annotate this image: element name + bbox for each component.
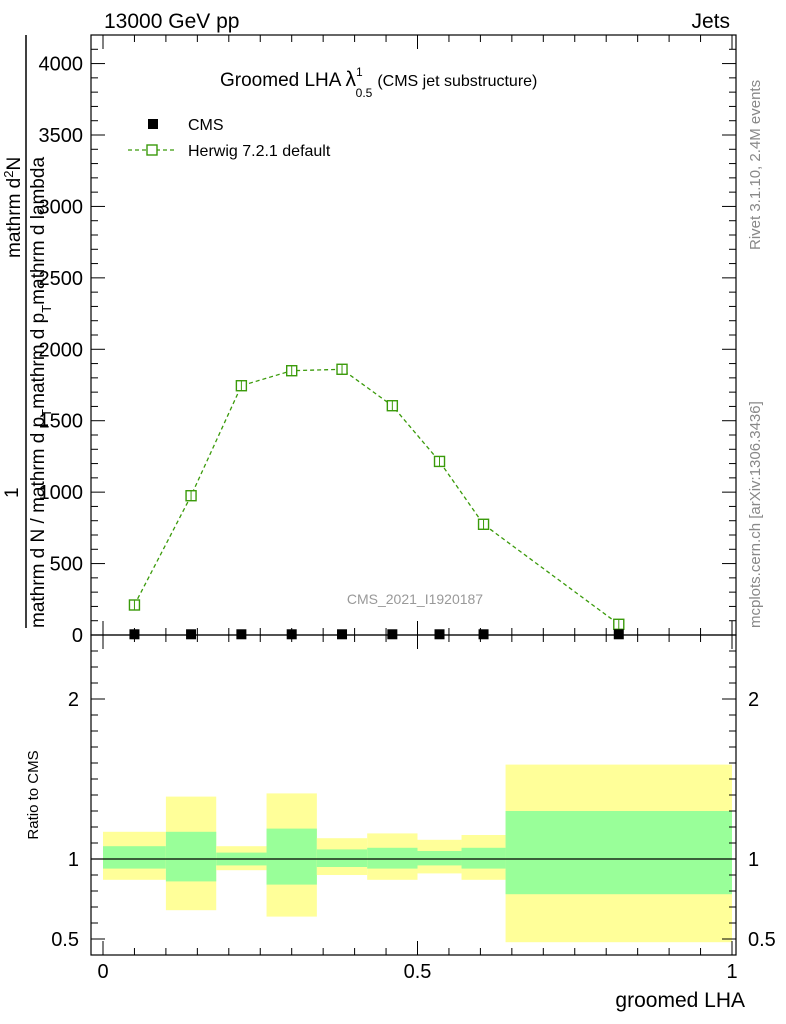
ratio-inner-band (165, 831, 217, 882)
ratio-plot: 0.5 0.51 12 2 0 0.5 1 Ratio to CMS groomed LH… (25, 634, 776, 1012)
ylabel-denominator: mathrm d N / mathrm d pTmathrm d pTmathr… (28, 157, 54, 628)
main-y-ticks: 0 500 1000 1500 2000 2500 3000 3500 4000 (39, 34, 736, 647)
cms-point (613, 629, 624, 640)
herwig-line (133, 368, 620, 625)
ratio-y-tick-label-left: 2 (68, 689, 79, 711)
ratio-xlabel: groomed LHA (615, 989, 745, 1012)
cms-point (478, 629, 489, 640)
cms-point (236, 629, 247, 640)
ratio-y-tick-label-right: 0.5 (748, 929, 776, 951)
ratio-inner-band (367, 847, 418, 869)
ratio-y-ticks: 0.5 0.5 1 1 2 2 (51, 650, 776, 951)
ylabel-numerator: mathrm d2N (1, 157, 25, 258)
ratio-inner-band (505, 811, 732, 895)
ratio-inner-band (316, 849, 368, 867)
cms-point (286, 629, 297, 640)
cms-point (186, 629, 197, 640)
y-tick-label: 2000 (39, 339, 84, 361)
ratio-inner-band (461, 847, 506, 869)
main-plot: Groomed LHA λ1 0.5(CMS jet substructure) C… (39, 34, 737, 647)
ratio-inner-band (266, 828, 317, 885)
ratio-y-tick-label-left: 0.5 (51, 929, 79, 951)
ratio-bands (103, 764, 732, 943)
y-tick-label: 3500 (39, 125, 84, 147)
y-tick-label: 1000 (39, 482, 84, 504)
y-tick-label: 4000 (39, 54, 84, 76)
ratio-inner-band (417, 851, 462, 866)
ylabel-lead: 1 (2, 487, 23, 498)
main-ylabel: mathrm d2N 1 mathrm d N / mathrm d pTmat… (1, 35, 54, 628)
main-series (128, 363, 625, 640)
energy-label: 13000 GeV pp (104, 10, 239, 33)
y-tick-label: 2500 (39, 268, 84, 290)
process-label: Jets (691, 10, 730, 33)
legend-herwig-label: Herwig 7.2.1 default (188, 143, 331, 160)
legend-herwig-marker (146, 144, 158, 156)
analysis-watermark: CMS_2021_I1920187 (347, 591, 483, 607)
legend: CMS Herwig 7.2.1 default (128, 117, 331, 160)
cms-point (387, 629, 398, 640)
y-tick-label: 0 (72, 625, 83, 647)
x-tick-label: 0.5 (404, 961, 432, 983)
y-tick-label: 3000 (39, 196, 84, 218)
rivet-label: Rivet 3.1.10, 2.4M events (747, 80, 764, 250)
ratio-x-ticks: 0 0.5 1 (97, 635, 738, 983)
chart-title: Groomed LHA λ1 0.5(CMS jet substructure) (220, 65, 537, 100)
ratio-y-tick-label-right: 1 (748, 849, 759, 871)
ratio-inner-band (103, 846, 166, 869)
ratio-y-tick-label-right: 2 (748, 689, 759, 711)
x-tick-label: 0 (97, 961, 108, 983)
ratio-ylabel: Ratio to CMS (25, 750, 42, 839)
cms-point (337, 629, 348, 640)
y-tick-label: 500 (50, 554, 83, 576)
legend-cms-marker (148, 119, 158, 129)
cms-point (434, 629, 445, 640)
x-tick-label: 1 (726, 961, 737, 983)
legend-cms-label: CMS (188, 117, 224, 134)
cms-point (129, 629, 140, 640)
y-tick-label: 1500 (39, 411, 84, 433)
ratio-y-tick-label-left: 1 (68, 849, 79, 871)
mcplots-label: mcplots.cern.ch [arXiv:1306.3436] (747, 401, 764, 628)
